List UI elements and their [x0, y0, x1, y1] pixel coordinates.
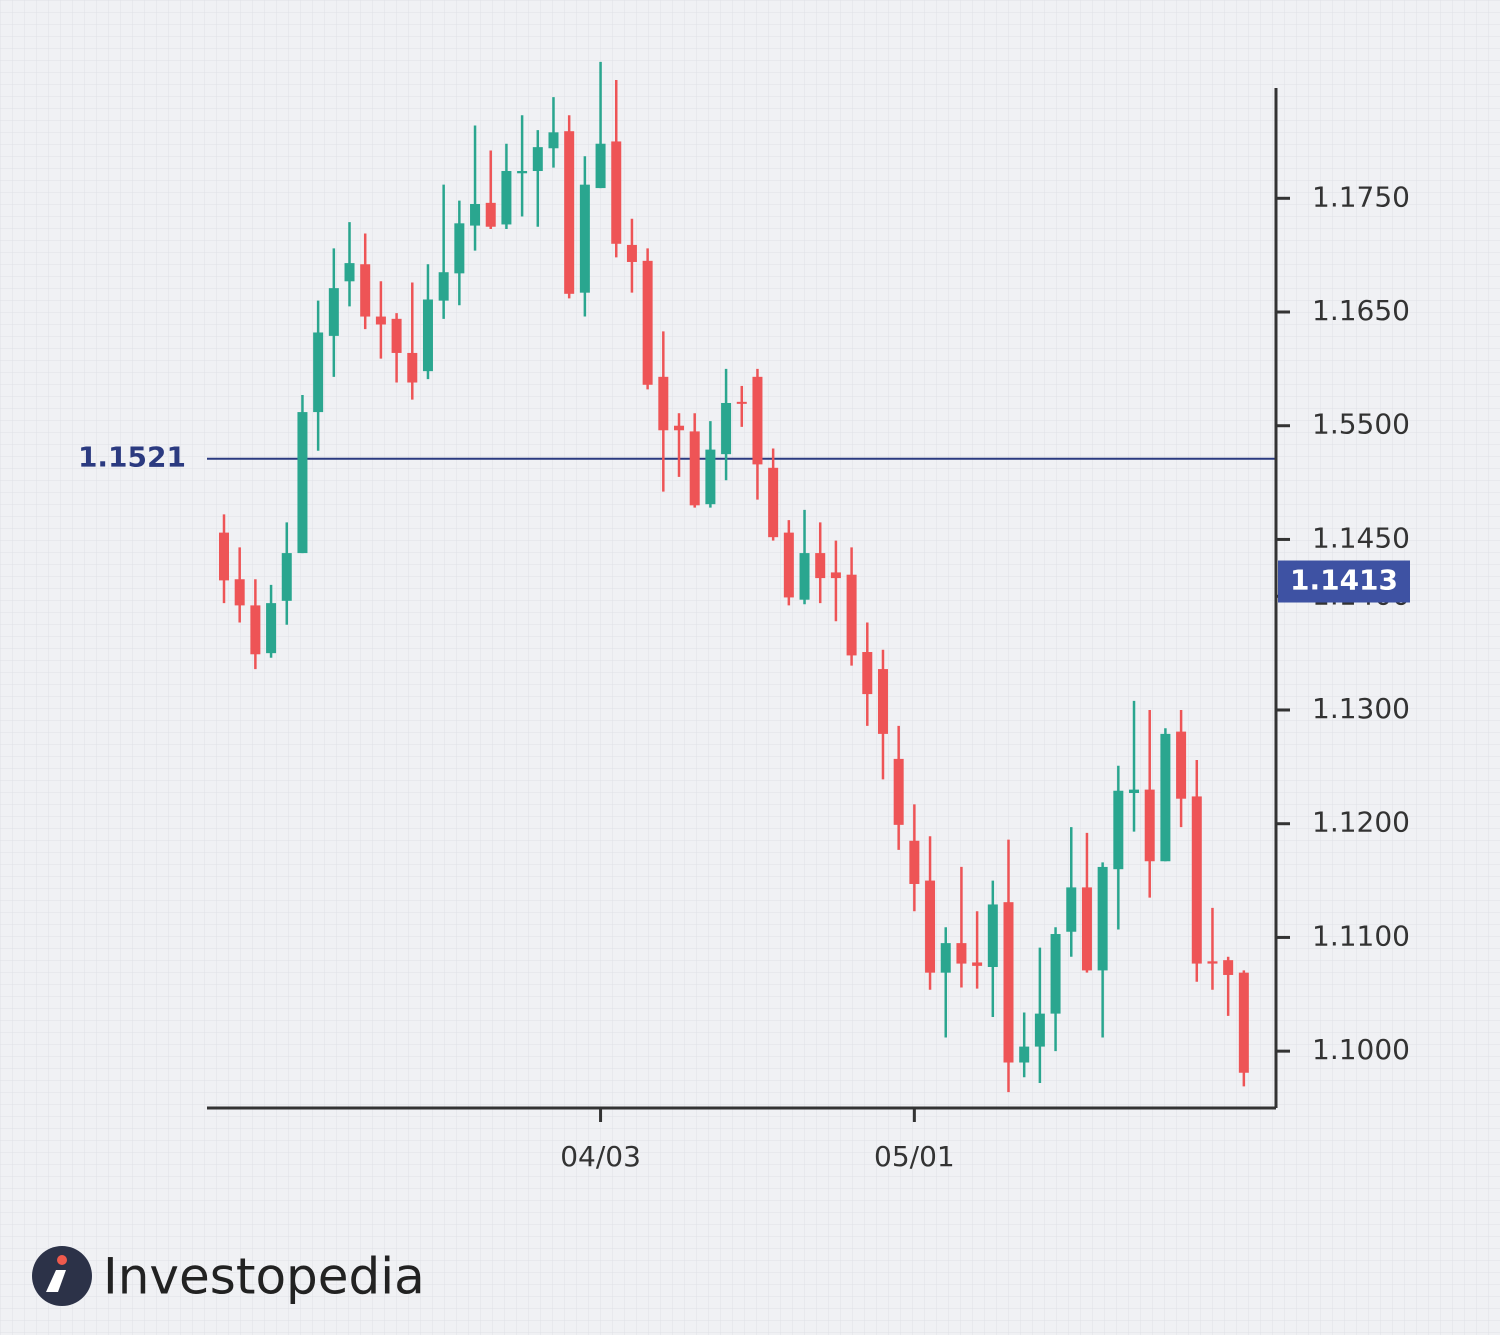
candle-body — [438, 272, 449, 301]
candle-body — [1238, 972, 1249, 1073]
candle-body — [391, 318, 402, 353]
candle-body — [862, 652, 873, 695]
candle-body — [422, 299, 433, 372]
x-tick-label: 05/01 — [874, 1140, 955, 1173]
candle-body — [219, 532, 229, 581]
candle-body — [721, 402, 732, 455]
candle-body — [893, 758, 904, 825]
candle-body — [485, 202, 496, 227]
candle-body — [626, 244, 637, 262]
candle-body — [281, 553, 292, 601]
y-tick-label: 1.1450 — [1312, 521, 1410, 554]
candle-body — [815, 553, 826, 579]
candle-body — [1003, 902, 1014, 1063]
candle-body — [344, 263, 355, 282]
candle-body — [799, 553, 810, 600]
candle-body — [1113, 790, 1124, 870]
candle-body — [689, 431, 700, 506]
candle-body — [1160, 733, 1171, 862]
candle-body — [532, 147, 543, 172]
candle-body — [579, 184, 590, 293]
candle-body — [234, 579, 245, 606]
candle-body — [925, 880, 936, 973]
candle-body — [1050, 934, 1061, 1014]
last-price-badge — [1278, 560, 1410, 603]
y-tick-label: 1.1650 — [1312, 294, 1410, 327]
candle-body — [1081, 887, 1092, 971]
logo: Investopedia — [32, 1246, 425, 1306]
candle-body — [1019, 1046, 1030, 1063]
candle-body — [517, 171, 528, 174]
candle-body — [1144, 789, 1155, 862]
y-tick-label: 1.1200 — [1312, 806, 1410, 839]
candle-body — [501, 171, 512, 225]
candle-body — [564, 131, 575, 294]
logo-dot — [57, 1255, 67, 1265]
candle-body — [1097, 866, 1108, 971]
candle-body — [846, 574, 857, 656]
brand: Investopedia — [103, 1248, 425, 1306]
candle-body — [297, 412, 308, 554]
candle-body — [972, 962, 983, 966]
candle-body — [250, 605, 261, 655]
y-tick-label: 1.1100 — [1312, 919, 1410, 952]
candle-body — [548, 132, 559, 149]
reference-label: 1.1521 — [78, 441, 186, 474]
candle-body — [266, 603, 277, 654]
candle-body — [1034, 1013, 1045, 1047]
candle-body — [736, 401, 747, 404]
candle-body — [1223, 960, 1234, 975]
y-tick-label: 1.5500 — [1312, 408, 1410, 441]
candle-body — [611, 141, 622, 244]
y-tick-label: 1.1750 — [1312, 180, 1410, 213]
candle-body — [1191, 796, 1202, 964]
candle-body — [454, 223, 465, 274]
candle-body — [407, 352, 418, 383]
candle-body — [375, 316, 386, 325]
candle-body — [658, 376, 669, 431]
candle-body — [783, 532, 794, 598]
candle-body — [1066, 887, 1077, 932]
candle-body — [877, 669, 888, 734]
candle-body — [909, 840, 920, 884]
candle-body — [752, 376, 763, 465]
candle-body — [940, 943, 951, 973]
candle-body — [313, 332, 324, 413]
candle-body — [470, 203, 481, 226]
candle-body — [595, 143, 606, 189]
candle-body — [705, 449, 716, 505]
candle-body — [768, 467, 779, 538]
candle-body — [360, 264, 371, 317]
candle-body — [642, 260, 653, 385]
candle-body — [1207, 961, 1218, 964]
candle-body — [328, 288, 339, 336]
candle-body — [1129, 789, 1140, 794]
candle-body — [1176, 731, 1187, 799]
last-price-label: 1.1413 — [1290, 564, 1398, 597]
candle-body — [830, 572, 841, 579]
candle-body — [987, 904, 998, 967]
candle-body — [956, 943, 967, 964]
candle-body — [674, 425, 685, 431]
y-tick-label: 1.1300 — [1312, 692, 1410, 725]
logo-stroke — [46, 1270, 66, 1292]
y-tick-label: 1.1000 — [1312, 1033, 1410, 1066]
x-tick-label: 04/03 — [560, 1140, 641, 1173]
